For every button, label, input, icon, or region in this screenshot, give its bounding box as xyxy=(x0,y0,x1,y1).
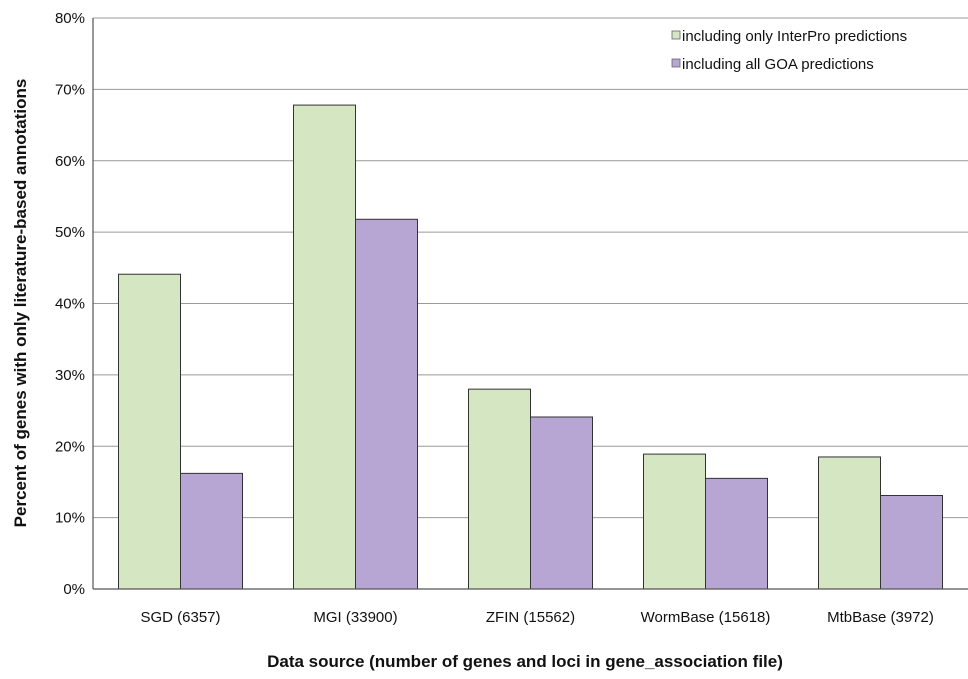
y-tick-label: 20% xyxy=(55,438,85,455)
y-tick-label: 10% xyxy=(55,510,85,527)
x-axis-title: Data source (number of genes and loci in… xyxy=(267,652,783,671)
legend-label-interpro: including only InterPro predictions xyxy=(682,28,907,45)
bar xyxy=(705,477,768,590)
legend: including only InterPro predictions incl… xyxy=(671,28,907,73)
legend-swatch-interpro xyxy=(671,30,681,40)
x-tick-label: MGI (33900) xyxy=(313,609,397,626)
bar xyxy=(643,453,706,590)
legend-label-goa: including all GOA predictions xyxy=(682,56,874,73)
bar xyxy=(118,273,181,590)
bar xyxy=(293,104,356,590)
y-axis-title: Percent of genes with only literature-ba… xyxy=(11,79,30,528)
legend-swatch-goa xyxy=(671,58,681,68)
y-tick-label: 60% xyxy=(55,153,85,170)
bar xyxy=(880,494,943,590)
y-tick-labels: 0% 10% 20% 30% 40% 50% 60% 70% 80% xyxy=(55,10,85,598)
y-tick-label: 40% xyxy=(55,296,85,313)
axes xyxy=(92,18,968,590)
x-tick-label: SGD (6357) xyxy=(140,609,220,626)
gridlines xyxy=(93,17,968,519)
bar xyxy=(530,416,593,590)
x-tick-label: MtbBase (3972) xyxy=(827,609,934,626)
y-tick-label: 30% xyxy=(55,367,85,384)
y-tick-label: 0% xyxy=(63,581,85,598)
bar xyxy=(355,218,418,590)
bar xyxy=(468,388,531,590)
y-tick-label: 50% xyxy=(55,224,85,241)
bars xyxy=(118,104,943,590)
x-tick-label: WormBase (15618) xyxy=(641,609,771,626)
x-tick-labels: SGD (6357) MGI (33900) ZFIN (15562) WormBas… xyxy=(140,609,933,626)
y-tick-label: 80% xyxy=(55,10,85,27)
bar xyxy=(818,456,881,590)
x-tick-label: ZFIN (15562) xyxy=(486,609,575,626)
y-tick-label: 70% xyxy=(55,81,85,98)
bar xyxy=(180,472,243,590)
